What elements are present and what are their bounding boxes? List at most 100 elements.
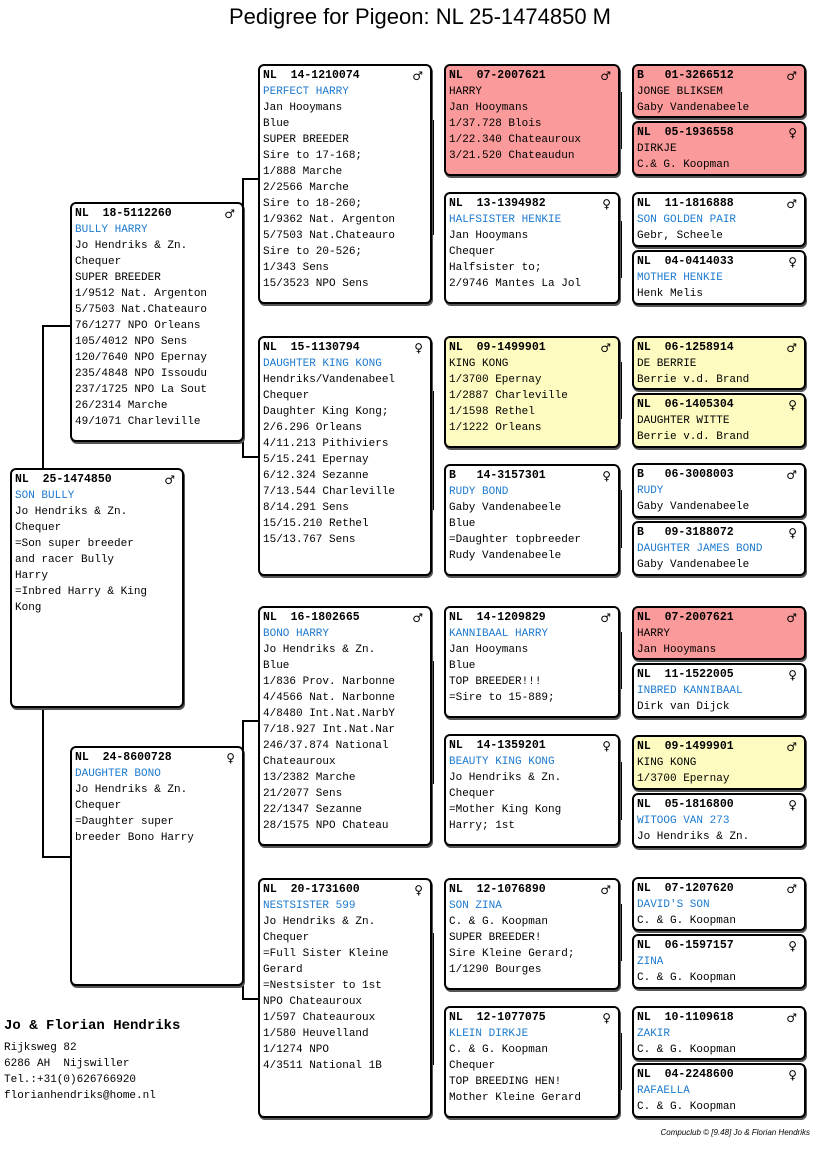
pigeon-detail-line: Gerard <box>263 964 303 976</box>
pigeon-card-g4-7[interactable]: B 06-3008003 ♂ RUDY Gaby Vandenabeele <box>632 463 806 518</box>
pigeon-card-g3-8[interactable]: NL 12-1077075 ♀ KLEIN DIRKJE C. & G. Koopma… <box>444 1006 620 1118</box>
pigeon-detail-line: Gaby Vandenabeele <box>637 501 750 513</box>
owner-name: Jo & Florian Hendriks <box>4 1018 181 1034</box>
male-icon: ♂ <box>786 611 797 625</box>
pigeon-card-g3-5[interactable]: NL 14-1209829 ♂ KANNIBAAL HARRY Jan Hooyman… <box>444 606 620 718</box>
pigeon-detail-line: =Nestsister to 1st <box>263 980 382 992</box>
owner-block: Jo & Florian Hendriks Rijksweg 82 6286 A… <box>4 1018 180 1104</box>
pigeon-name: ZINA <box>637 956 664 968</box>
connector <box>620 632 622 689</box>
male-icon: ♂ <box>600 611 611 625</box>
pigeon-detail-line: Kong <box>15 602 42 614</box>
card-header: NL 07-1207620 ♂ <box>637 881 801 897</box>
ring-number: NL 12-1077075 <box>449 1011 546 1024</box>
pigeon-card-dam[interactable]: NL 24-8600728 ♀ DAUGHTER BONO Jo Hendriks &… <box>70 746 244 986</box>
ring-number: NL 05-1816800 <box>637 798 734 811</box>
male-icon: ♂ <box>786 468 797 482</box>
card-header: NL 11-1522005 ♀ <box>637 667 801 683</box>
pigeon-card-sire[interactable]: NL 18-5112260 ♂ BULLY HARRY Jo Hendriks & Z… <box>70 202 244 442</box>
connector <box>620 221 622 278</box>
pigeon-detail-line: 15/13.767 Sens <box>263 534 356 546</box>
pigeon-name: MOTHER HENKIE <box>637 272 723 284</box>
pigeon-card-dam-dam[interactable]: NL 20-1731600 ♀ NESTSISTER 599 Jo Hendriks … <box>258 878 432 1118</box>
pigeon-detail-line: 21/2077 Sens <box>263 788 343 800</box>
pigeon-detail-line: 1/2887 Charleville <box>449 390 568 402</box>
pigeon-card-g4-9[interactable]: NL 07-2007621 ♂ HARRY Jan Hooymans <box>632 606 806 660</box>
ring-number: NL 13-1394982 <box>449 197 546 210</box>
pigeon-detail-line: Sire to 18-260; <box>263 198 363 210</box>
pigeon-card-sire-sire[interactable]: NL 14-1210074 ♂ PERFECT HARRY Jan Hooymans B… <box>258 64 432 304</box>
pigeon-card-g3-1[interactable]: NL 07-2007621 ♂ HARRY Jan Hooymans 1/37.728 … <box>444 64 620 176</box>
pigeon-detail-line: 120/7640 NPO Epernay <box>75 352 208 364</box>
pigeon-detail-line: Gebr, Scheele <box>637 230 723 242</box>
pigeon-card-g3-6[interactable]: NL 14-1359201 ♀ BEAUTY KING KONG Jo Hendrik… <box>444 734 620 846</box>
ring-number: NL 06-1405304 <box>637 398 734 411</box>
pigeon-detail-line: 6/12.324 Sezanne <box>263 470 369 482</box>
pigeon-card-subject[interactable]: NL 25-1474850 ♂ SON BULLY Jo Hendriks & Zn.… <box>10 468 184 708</box>
pigeon-card-g4-15[interactable]: NL 10-1109618 ♂ ZAKIR C. & G. Koopman <box>632 1006 806 1060</box>
pigeon-card-g4-10[interactable]: NL 11-1522005 ♀ INBRED KANNIBAAL Dirk van D… <box>632 663 806 718</box>
ring-number: NL 14-1210074 <box>263 69 360 82</box>
pigeon-card-g4-16[interactable]: NL 04-2248600 ♀ RAFAELLA C. & G. Koopman <box>632 1063 806 1118</box>
female-icon: ♀ <box>414 883 423 897</box>
pigeon-detail-line: 1/1598 Rethel <box>449 406 535 418</box>
card-header: NL 11-1816888 ♂ <box>637 196 801 212</box>
pigeon-detail-line: 235/4848 NPO Issoudu <box>75 368 208 380</box>
connector <box>42 856 71 858</box>
pigeon-card-g4-5[interactable]: NL 06-1258914 ♂ DE BERRIE Berrie v.d. Brand <box>632 336 806 390</box>
pigeon-detail-line: Harry <box>15 570 49 582</box>
pigeon-detail-line: Chequer <box>449 1060 496 1072</box>
pigeon-card-g3-2[interactable]: NL 13-1394982 ♀ HALFSISTER HENKIE Jan Hooym… <box>444 192 620 304</box>
connector <box>242 178 258 180</box>
female-icon: ♀ <box>788 398 797 412</box>
card-header: B 09-3188072 ♀ <box>637 525 801 541</box>
pigeon-card-g3-7[interactable]: NL 12-1076890 ♂ SON ZINA C. & G. Koopman SUP… <box>444 878 620 990</box>
connector <box>432 120 434 235</box>
pigeon-card-g4-1[interactable]: B 01-3266512 ♂ JONGE BLIKSEM Gaby Vandenabe… <box>632 64 806 118</box>
pigeon-card-g4-3[interactable]: NL 11-1816888 ♂ SON GOLDEN PAIR Gebr, Schee… <box>632 192 806 247</box>
pigeon-detail-line: Sire to 20-526; <box>263 246 363 258</box>
card-header: NL 24-8600728 ♀ <box>75 750 239 766</box>
ring-number: NL 04-0414033 <box>637 255 734 268</box>
pigeon-detail-line: 4/3511 National 1B <box>263 1060 382 1072</box>
pigeon-card-g4-2[interactable]: NL 05-1936558 ♀ DIRKJE C.& G. Koopman <box>632 121 806 176</box>
connector <box>242 720 258 722</box>
pigeon-detail-line: 1/343 Sens <box>263 262 330 274</box>
pigeon-card-g4-4[interactable]: NL 04-0414033 ♀ MOTHER HENKIE Henk Melis <box>632 250 806 305</box>
pigeon-card-g4-11[interactable]: NL 09-1499901 ♂ KING KONG 1/3700 Epernay <box>632 735 806 790</box>
pigeon-detail-line: SUPER BREEDER <box>263 134 349 146</box>
pigeon-detail-line: 22/1347 Sezanne <box>263 804 363 816</box>
pigeon-card-g4-13[interactable]: NL 07-1207620 ♂ DAVID'S SON C. & G. Koopman <box>632 877 806 931</box>
pigeon-card-g4-6[interactable]: NL 06-1405304 ♀ DAUGHTER WITTE Berrie v.d. … <box>632 393 806 448</box>
female-icon: ♀ <box>788 255 797 269</box>
card-header: NL 15-1130794 ♀ <box>263 340 427 356</box>
female-icon: ♀ <box>788 668 797 682</box>
pigeon-detail-line: Chequer <box>449 788 496 800</box>
pigeon-name: DAUGHTER BONO <box>75 768 161 780</box>
female-icon: ♀ <box>788 126 797 140</box>
pigeon-name: DIRKJE <box>637 143 677 155</box>
ring-number: NL 05-1936558 <box>637 126 734 139</box>
female-icon: ♀ <box>226 751 235 765</box>
female-icon: ♀ <box>414 341 423 355</box>
male-icon: ♂ <box>412 69 423 83</box>
pigeon-detail-line: =Full Sister Kleine <box>263 948 389 960</box>
pigeon-detail-line: Chequer <box>75 800 122 812</box>
card-header: NL 20-1731600 ♀ <box>263 882 427 898</box>
pigeon-card-dam-sire[interactable]: NL 16-1802665 ♂ BONO HARRY Jo Hendriks & Zn… <box>258 606 432 846</box>
pigeon-detail-line: 2/9746 Mantes La Jol <box>449 278 582 290</box>
pigeon-detail-line: Jan Hooymans <box>449 644 529 656</box>
female-icon: ♀ <box>788 526 797 540</box>
pigeon-card-sire-dam[interactable]: NL 15-1130794 ♀ DAUGHTER KING KONG Hendriks… <box>258 336 432 576</box>
pigeon-card-g4-8[interactable]: B 09-3188072 ♀ DAUGHTER JAMES BOND Gaby Van… <box>632 521 806 576</box>
pigeon-detail-line: 246/37.874 National <box>263 740 389 752</box>
pigeon-card-g4-14[interactable]: NL 06-1597157 ♀ ZINA C. & G. Koopman <box>632 934 806 989</box>
male-icon: ♂ <box>600 883 611 897</box>
pigeon-detail-line: 2/2566 Marche <box>263 182 349 194</box>
pigeon-detail-line: =Daughter super <box>75 816 175 828</box>
pigeon-card-g4-12[interactable]: NL 05-1816800 ♀ WITOOG VAN 273 Jo Hendriks … <box>632 793 806 848</box>
pigeon-card-g3-4[interactable]: B 14-3157301 ♀ RUDY BOND Gaby Vandenabeele B… <box>444 464 620 576</box>
pigeon-card-g3-3[interactable]: NL 09-1499901 ♂ KING KONG 1/3700 Epernay 1/2… <box>444 336 620 448</box>
pigeon-name: KANNIBAAL HARRY <box>449 628 549 640</box>
pigeon-name: KING KONG <box>637 757 697 769</box>
